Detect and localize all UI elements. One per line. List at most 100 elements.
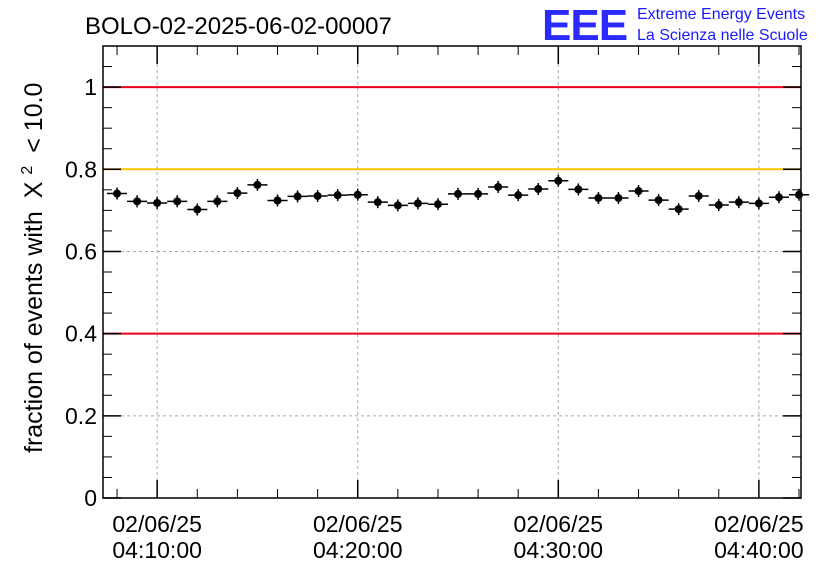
- y-tick-labels: 0 0.2 0.4 0.6 0.8 1: [65, 74, 97, 511]
- data-point: [207, 195, 228, 208]
- data-point: [688, 189, 709, 202]
- data-point: [708, 199, 729, 212]
- data-point: [147, 196, 168, 209]
- data-point: [307, 189, 328, 202]
- point-marker: [293, 192, 302, 201]
- data-point: [127, 195, 148, 208]
- data-point: [608, 192, 629, 205]
- point-marker: [273, 196, 282, 205]
- data-points: [107, 174, 810, 216]
- point-marker: [674, 205, 683, 214]
- data-point: [768, 191, 789, 204]
- data-point: [267, 194, 288, 207]
- y-tick-label: 0.4: [65, 321, 97, 347]
- point-marker: [113, 189, 122, 198]
- point-marker: [634, 187, 643, 196]
- point-marker: [133, 197, 142, 206]
- y-tick-label: 0.8: [65, 156, 97, 182]
- logo-line-2: La Scienza nelle Scuole: [637, 27, 808, 44]
- point-marker: [534, 184, 543, 193]
- point-marker: [694, 191, 703, 200]
- point-marker: [794, 190, 803, 199]
- data-point: [728, 196, 749, 209]
- point-marker: [313, 191, 322, 200]
- data-point: [648, 194, 669, 207]
- x-tick-labels: 02/06/2504:10:0002/06/2504:20:0002/06/25…: [112, 511, 803, 563]
- x-tick-label-time: 04:30:00: [514, 537, 604, 563]
- x-tick-label-time: 04:20:00: [313, 537, 403, 563]
- data-point: [107, 187, 128, 200]
- point-marker: [193, 205, 202, 214]
- data-point: [187, 203, 208, 216]
- point-marker: [514, 191, 523, 200]
- point-marker: [433, 200, 442, 209]
- point-marker: [494, 182, 503, 191]
- data-point: [227, 187, 248, 200]
- y-axis-label-superscript: 2: [19, 166, 36, 175]
- point-marker: [554, 176, 563, 185]
- data-point: [528, 182, 549, 195]
- data-point: [247, 178, 268, 191]
- data-point: [668, 203, 689, 216]
- plot-frame: [102, 45, 802, 499]
- x-tick-label-time: 04:40:00: [714, 537, 804, 563]
- point-marker: [734, 198, 743, 207]
- data-point: [167, 195, 188, 208]
- x-tick-label-date: 02/06/25: [514, 511, 604, 537]
- point-marker: [614, 194, 623, 203]
- point-marker: [474, 189, 483, 198]
- x-tick-label-date: 02/06/25: [714, 511, 804, 537]
- y-axis-label: fraction of events with X 2 < 10.0: [10, 83, 48, 453]
- point-marker: [253, 180, 262, 189]
- data-point: [748, 197, 769, 210]
- y-axis-label-suffix: < 10.0: [20, 83, 48, 153]
- data-point: [387, 199, 408, 212]
- point-marker: [454, 189, 463, 198]
- x-tick-label-time: 04:10:00: [112, 537, 202, 563]
- point-marker: [774, 193, 783, 202]
- logo: EEE Extreme Energy Events La Scienza nel…: [542, 1, 808, 50]
- grid: [103, 46, 801, 498]
- y-tick-label: 0.2: [65, 403, 97, 429]
- data-point: [788, 188, 810, 201]
- chart-title: BOLO-02-2025-06-02-00007: [85, 13, 392, 40]
- point-marker: [594, 194, 603, 203]
- point-marker: [654, 196, 663, 205]
- y-axis-label-symbol: X: [20, 181, 48, 198]
- point-marker: [714, 201, 723, 210]
- y-tick-label: 0.6: [65, 238, 97, 264]
- y-tick-label: 1: [84, 74, 97, 100]
- point-marker: [373, 198, 382, 207]
- point-marker: [353, 190, 362, 199]
- y-tick-label: 0: [84, 485, 97, 511]
- point-marker: [413, 199, 422, 208]
- data-point: [447, 187, 469, 200]
- data-point: [367, 196, 388, 209]
- reference-lines: [103, 86, 801, 335]
- data-point: [327, 189, 348, 202]
- point-marker: [233, 189, 242, 198]
- data-point: [588, 192, 609, 205]
- svg-text:fraction of events with: fraction of events with X 2 < 10.0: [10, 83, 48, 453]
- logo-mark: EEE: [542, 1, 627, 50]
- point-marker: [574, 185, 583, 194]
- point-marker: [213, 197, 222, 206]
- y-axis-label-text: fraction of events with: [20, 211, 48, 453]
- point-marker: [393, 201, 402, 210]
- x-tick-label-date: 02/06/25: [313, 511, 403, 537]
- x-tick-label-date: 02/06/25: [112, 511, 202, 537]
- data-point: [508, 189, 529, 202]
- data-point: [628, 185, 649, 198]
- point-marker: [153, 198, 162, 207]
- data-point: [488, 180, 509, 193]
- point-marker: [754, 199, 763, 208]
- data-point: [287, 190, 308, 203]
- data-point: [548, 174, 569, 187]
- point-marker: [333, 191, 342, 200]
- axis-ticks: [103, 46, 801, 499]
- data-point: [568, 183, 589, 196]
- point-marker: [173, 197, 182, 206]
- data-point: [427, 198, 448, 211]
- data-point: [347, 188, 368, 201]
